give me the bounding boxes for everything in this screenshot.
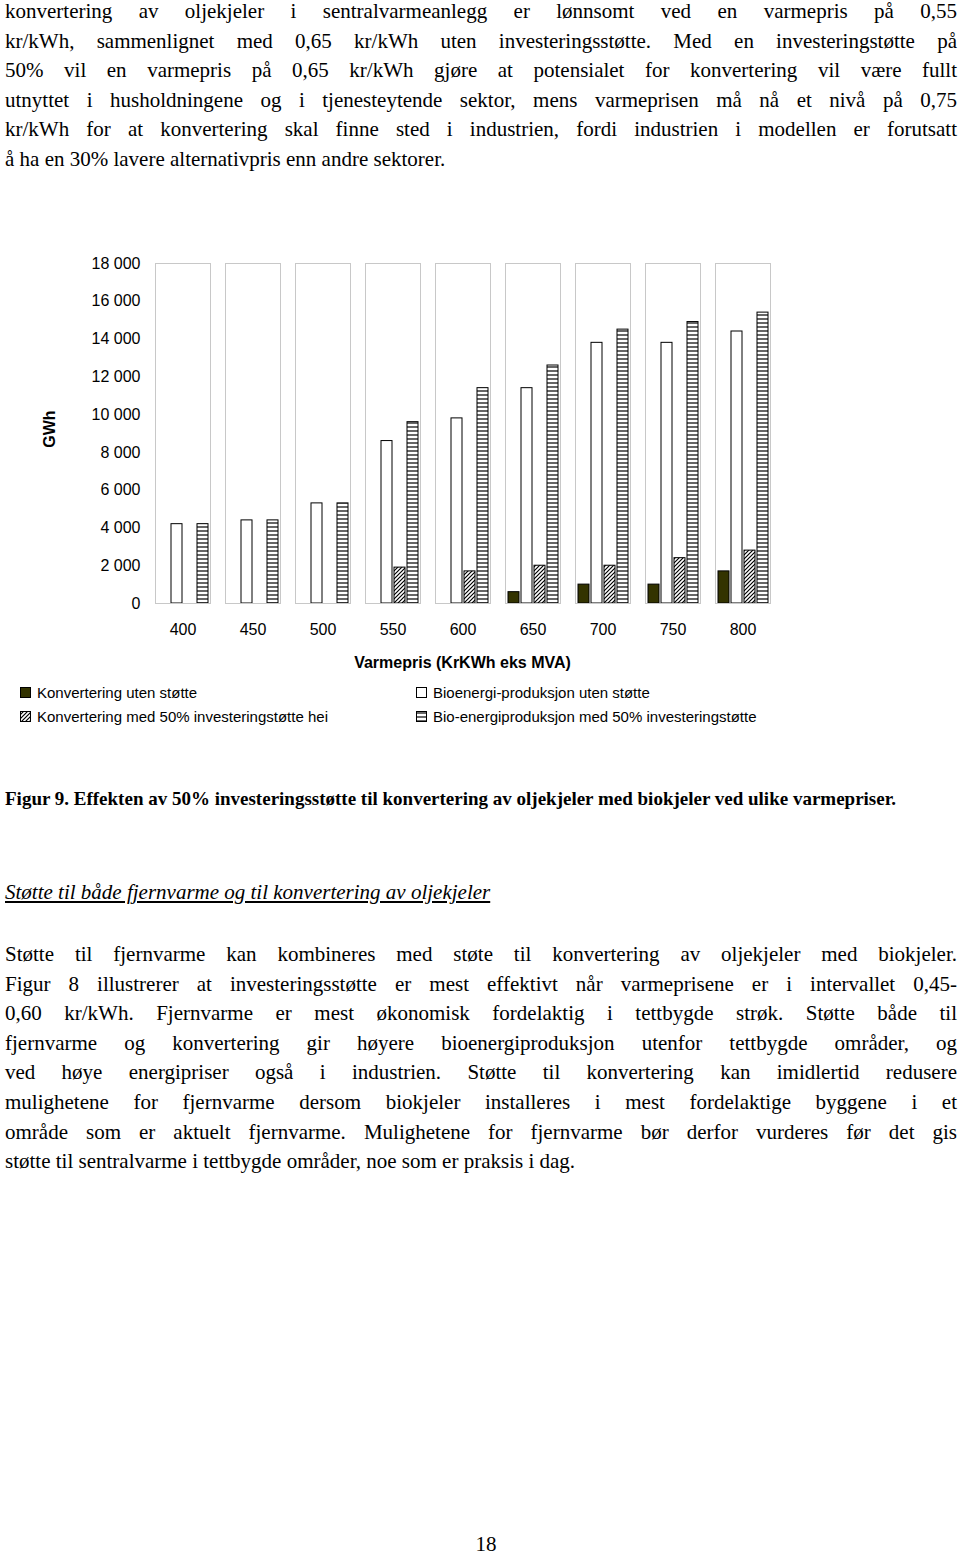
svg-text:18 000: 18 000 bbox=[92, 255, 141, 272]
html-text:Støtte til fjernvarme kan komb: Støtte til fjernvarme kan kombineres med… bbox=[5, 942, 957, 966]
svg-text:800: 800 bbox=[730, 621, 757, 638]
html-text:å ha en 30% lavere alternativp: å ha en 30% lavere alternativpris enn an… bbox=[5, 147, 446, 171]
svg-text:4 000: 4 000 bbox=[100, 519, 140, 536]
svg-text:2 000: 2 000 bbox=[100, 557, 140, 574]
html-text:utnyttet i husholdningene og i: utnyttet i husholdningene og i tjenestey… bbox=[5, 87, 957, 112]
html-text:Bioenergi-produksjon uten støt: Bioenergi-produksjon uten støtte bbox=[433, 684, 650, 701]
html-text:Varmepris (KrKWh eks MVA): Varmepris (KrKWh eks MVA) bbox=[354, 654, 571, 671]
html-text:50% vil en varmepris på 0,65 k: 50% vil en varmepris på 0,65 kr/kWh gjør… bbox=[5, 58, 957, 83]
html-text:Konvertering uten støtte: Konvertering uten støtte bbox=[37, 684, 198, 701]
svg-text:10 000: 10 000 bbox=[92, 406, 141, 423]
html-text:Konvertering med 50% investeri: Konvertering med 50% investeringstøtte h… bbox=[37, 708, 328, 725]
html-text:ved høye energipriser også i i: ved høye energipriser også i industrien.… bbox=[5, 1060, 957, 1085]
html-text:18: 18 bbox=[475, 1532, 497, 1556]
html-text:Figur 9. Effekten av 50% inves: Figur 9. Effekten av 50% investeringsstø… bbox=[5, 788, 897, 809]
html-text:mulighetene for fjernvarme der: mulighetene for fjernvarme dersom biokje… bbox=[5, 1090, 957, 1114]
html-text:0,60 kr/kWh. Fjernvarme er mes: 0,60 kr/kWh. Fjernvarme er mest økonomis… bbox=[5, 1001, 957, 1026]
svg-text:8 000: 8 000 bbox=[100, 444, 140, 461]
html-text:kr/kWh for at konvertering ska: kr/kWh for at konvertering skal finne st… bbox=[5, 117, 957, 142]
html-text:GWh: GWh bbox=[41, 410, 58, 448]
html-text:konvertering av oljekjeler i s: konvertering av oljekjeler i sentralvarm… bbox=[5, 0, 957, 23]
svg-text:600: 600 bbox=[450, 621, 477, 638]
svg-text:14 000: 14 000 bbox=[92, 330, 141, 347]
html-text:kr/kWh, sammenlignet med 0,65: kr/kWh, sammenlignet med 0,65 kr/kWh ute… bbox=[5, 28, 957, 53]
svg-text:450: 450 bbox=[240, 621, 267, 638]
svg-text:400: 400 bbox=[170, 621, 197, 638]
html-text:støtte til sentralvarme i tett: støtte til sentralvarme i tettbygde områ… bbox=[5, 1149, 576, 1174]
svg-text:0: 0 bbox=[132, 595, 141, 612]
svg-text:12 000: 12 000 bbox=[92, 368, 141, 385]
html-text:Støtte til både fjernvarme og: Støtte til både fjernvarme og til konver… bbox=[5, 880, 491, 904]
svg-text:6 000: 6 000 bbox=[100, 481, 140, 498]
svg-text:16 000: 16 000 bbox=[92, 292, 141, 309]
svg-text:700: 700 bbox=[590, 621, 617, 638]
svg-text:650: 650 bbox=[520, 621, 547, 638]
svg-text:750: 750 bbox=[660, 621, 687, 638]
html-text:Bio-energiproduksjon med 50% i: Bio-energiproduksjon med 50% investering… bbox=[433, 708, 757, 725]
svg-text:500: 500 bbox=[310, 621, 337, 638]
html-text:område som er aktuelt fjernvar: område som er aktuelt fjernvarme. Muligh… bbox=[5, 1119, 957, 1144]
svg-text:550: 550 bbox=[380, 621, 407, 638]
html-text:fjernvarme og konvertering gir: fjernvarme og konvertering gir høyere bi… bbox=[5, 1030, 957, 1055]
html-text:Figur 8 illustrerer at investe: Figur 8 illustrerer at investeringsstøtt… bbox=[5, 971, 957, 996]
